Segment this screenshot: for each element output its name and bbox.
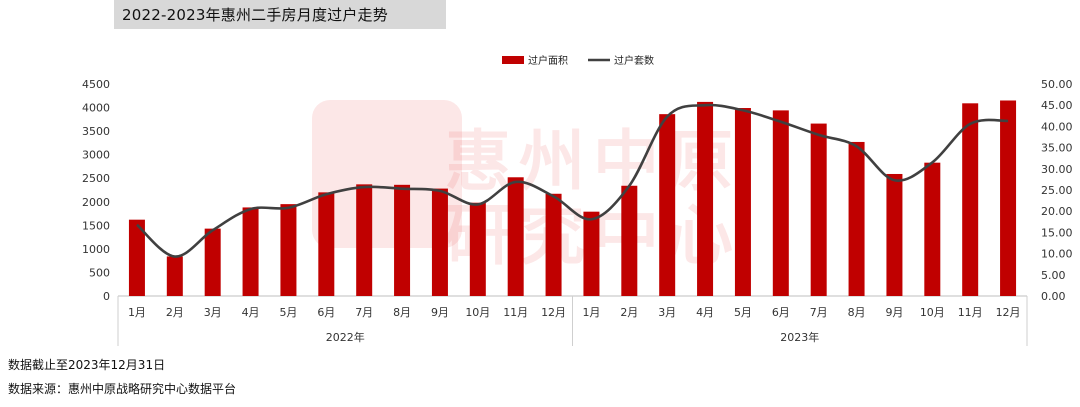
bar-24: [1000, 100, 1017, 296]
x-tick-label: 11月: [958, 306, 983, 319]
bar-2: [166, 256, 183, 296]
bar-11: [507, 177, 524, 296]
legend-label-line: 过户套数: [614, 54, 654, 67]
y-right-tick-label: 35.00: [1041, 142, 1073, 155]
x-tick-label: 5月: [734, 306, 752, 319]
watermark-line1: 惠州中原: [445, 123, 741, 200]
legend-swatch-bar: [502, 56, 524, 64]
x-tick-label: 10月: [465, 306, 490, 319]
x-tick-label: 8月: [848, 306, 866, 319]
bar-19: [810, 123, 827, 296]
x-tick-label: 1月: [582, 306, 600, 319]
y-right-tick-label: 0.00: [1041, 290, 1066, 303]
chart-canvas: 0 500 1000 1500 2000 2500 3000 3500 4000 4500 0.00…: [82, 54, 1073, 346]
y-right-tick-label: 20.00: [1041, 205, 1073, 218]
y-right-tick-label: 40.00: [1041, 120, 1073, 133]
bar-17: [734, 108, 751, 296]
bar-7: [356, 184, 373, 296]
series-line-过户套数: [136, 103, 1009, 258]
data-source-note: 数据来源：惠州中原战略研究中心数据平台: [8, 382, 237, 396]
x-tick-label: 9月: [885, 306, 903, 319]
bar-18: [772, 110, 789, 296]
y-right-tick-label: 10.00: [1041, 248, 1073, 261]
bar-10: [469, 202, 486, 296]
y-right-tick-label: 50.00: [1041, 78, 1073, 91]
y-left-tick-label: 1000: [82, 243, 110, 256]
x-tick-label: 1月: [128, 306, 146, 319]
x-tick-label: 11月: [503, 306, 528, 319]
y-right-tick-label: 30.00: [1041, 163, 1073, 176]
bar-5: [280, 204, 297, 296]
y-left-tick-label: 2500: [82, 172, 110, 185]
y-right-tick-label: 15.00: [1041, 226, 1073, 239]
bar-16: [697, 101, 714, 296]
chart-title-text: 2022-2023年惠州二手房月度过户走势: [122, 6, 388, 24]
x-tick-label: 6月: [772, 306, 790, 319]
y-right-tick-label: 45.00: [1041, 99, 1073, 112]
bar-14: [621, 185, 638, 296]
bar-21: [886, 173, 903, 296]
bar-8: [394, 184, 411, 296]
x-tick-label: 3月: [204, 306, 222, 319]
x-tick-label: 7月: [355, 306, 373, 319]
group-label-2: 2023年: [780, 330, 819, 344]
bar-13: [583, 211, 600, 296]
x-tick-label: 12月: [996, 306, 1021, 319]
bar-9: [431, 188, 448, 296]
x-tick-label: 2月: [620, 306, 638, 319]
bar-22: [924, 162, 941, 296]
y-left-tick-label: 3000: [82, 149, 110, 162]
y-left-tick-label: 3500: [82, 125, 110, 138]
bar-1: [128, 219, 145, 296]
legend-label-bar: 过户面积: [528, 54, 568, 67]
bar-4: [242, 207, 259, 296]
group-label-1: 2022年: [326, 330, 365, 344]
y-right-tick-label: 25.00: [1041, 184, 1073, 197]
bar-23: [962, 103, 979, 296]
y-left-tick-label: 4000: [82, 102, 110, 115]
bar-20: [848, 141, 865, 296]
x-tick-label: 7月: [810, 306, 828, 319]
x-tick-label: 2月: [166, 306, 184, 319]
x-tick-label: 4月: [242, 306, 260, 319]
x-tick-label: 5月: [279, 306, 297, 319]
data-cutoff-note: 数据截止至2023年12月31日: [8, 358, 166, 372]
y-left-tick-label: 2000: [82, 196, 110, 209]
bar-15: [659, 114, 676, 296]
x-tick-label: 10月: [920, 306, 945, 319]
x-tick-label: 9月: [431, 306, 449, 319]
bar-12: [545, 193, 562, 296]
y-left-tick-label: 1500: [82, 219, 110, 232]
x-tick-label: 4月: [696, 306, 714, 319]
chart-title: 2022-2023年惠州二手房月度过户走势: [114, 0, 446, 29]
x-tick-label: 8月: [393, 306, 411, 319]
bar-6: [318, 192, 335, 296]
bar-3: [204, 228, 221, 296]
y-left-tick-label: 4500: [82, 78, 110, 91]
x-tick-label: 6月: [317, 306, 335, 319]
y-right-tick-label: 5.00: [1041, 269, 1066, 282]
x-tick-label: 12月: [541, 306, 566, 319]
y-left-tick-label: 500: [89, 266, 110, 279]
y-left-tick-label: 0: [103, 290, 110, 303]
x-tick-label: 3月: [658, 306, 676, 319]
